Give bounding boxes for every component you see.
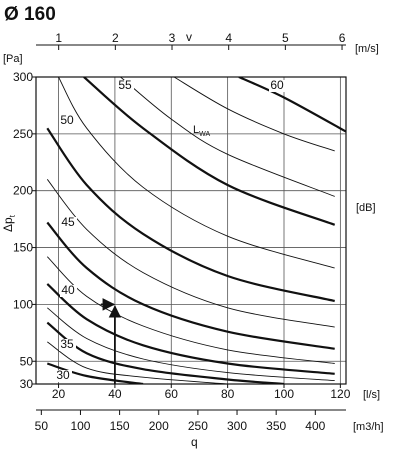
sound-curve-30db [46, 362, 144, 384]
pressure-axis-label: Δpt [1, 214, 17, 232]
sound-curve-50db [46, 127, 335, 303]
sound-curve-intermediate [173, 77, 335, 152]
velocity-tick-label: 1 [55, 31, 62, 45]
curve-label-bg [117, 80, 134, 92]
curve-label-55: 55 [118, 78, 132, 92]
curve-label-bg [59, 339, 76, 351]
sound-curve-intermediate [120, 77, 335, 197]
pressure-tick-label: 30 [20, 377, 34, 391]
curve-label-35: 35 [60, 337, 74, 351]
lwa-label: LWA [193, 124, 210, 138]
sound-curve-intermediate [46, 256, 335, 364]
flow-ls-tick-label: 100 [274, 387, 294, 401]
pressure-axis-unit: [Pa] [3, 53, 23, 65]
sound-curve-55db [83, 77, 336, 226]
flow-m3h-axis-unit: [m3/h] [353, 421, 384, 433]
pressure-tick-label: 100 [13, 297, 33, 311]
curve-label-40: 40 [61, 283, 75, 297]
curve-label-45: 45 [61, 215, 75, 229]
sound-curve-40db [46, 283, 335, 375]
curve-label-30: 30 [56, 368, 70, 382]
flow-ls-tick-label: 120 [330, 387, 350, 401]
velocity-tick-label: 3 [169, 31, 176, 45]
curve-label-bg [59, 115, 76, 127]
sound-level-curves [46, 77, 346, 384]
sound-curve-intermediate [47, 341, 228, 384]
pressure-tick-label: 50 [20, 354, 34, 368]
curve-label-bg [60, 217, 77, 229]
curve-label-50: 50 [60, 113, 74, 127]
velocity-tick-label: 2 [112, 31, 119, 45]
velocity-tick-label: 4 [225, 31, 232, 45]
flow-m3h-tick-label: 350 [266, 419, 286, 433]
curve-label-60: 60 [270, 78, 284, 92]
curve-labels: 30 35 40 45 50 55 60 [55, 78, 286, 382]
flow-ls-tick-label: 60 [165, 387, 179, 401]
sound-curve-intermediate [58, 77, 335, 269]
curve-label-bg [269, 80, 286, 92]
curve-label-bg [55, 370, 72, 382]
example-reading [100, 298, 122, 384]
sound-curve-60db [238, 77, 346, 133]
pressure-tick-label: 200 [13, 184, 33, 198]
flow-m3h-tick-label: 150 [110, 419, 130, 433]
flow-m3h-axis-label: q [191, 435, 198, 449]
flow-m3h-axis: 50 100 150 200 250 300 350 400 [35, 409, 346, 433]
chart-title: Ø 160 [4, 4, 56, 25]
flow-ls-tick-label: 80 [221, 387, 235, 401]
flow-m3h-tick-label: 50 [35, 419, 49, 433]
flow-ls-tick-label: 40 [108, 387, 122, 401]
pressure-tick-label: 250 [13, 127, 33, 141]
sound-curve-intermediate [47, 307, 335, 382]
flow-m3h-tick-label: 300 [227, 419, 247, 433]
sound-curve-intermediate [46, 179, 335, 328]
velocity-axis-unit: [m/s] [355, 43, 379, 55]
sound-curve-45db [46, 221, 335, 350]
flow-m3h-tick-label: 200 [149, 419, 169, 433]
flow-ls-tick-label: 20 [52, 387, 66, 401]
flow-ls-axis: 20 40 60 80 100 120 [52, 384, 351, 401]
flow-m3h-tick-label: 250 [188, 419, 208, 433]
flow-m3h-tick-label: 100 [70, 419, 90, 433]
flow-ls-axis-unit: [l/s] [363, 389, 380, 401]
pressure-tick-label: 150 [13, 241, 33, 255]
flow-m3h-tick-label: 400 [305, 419, 325, 433]
curve-label-bg [60, 285, 77, 297]
pressure-tick-label: 300 [13, 70, 33, 84]
velocity-axis: 1 2 3 4 5 6 [36, 31, 346, 50]
velocity-axis-label: v [186, 30, 192, 44]
velocity-tick-label: 5 [282, 31, 289, 45]
velocity-tick-label: 6 [339, 31, 346, 45]
db-label: [dB] [356, 202, 376, 214]
plot-frame [35, 76, 347, 385]
pressure-axis: 30 50 100 150 200 250 300 [13, 70, 36, 391]
